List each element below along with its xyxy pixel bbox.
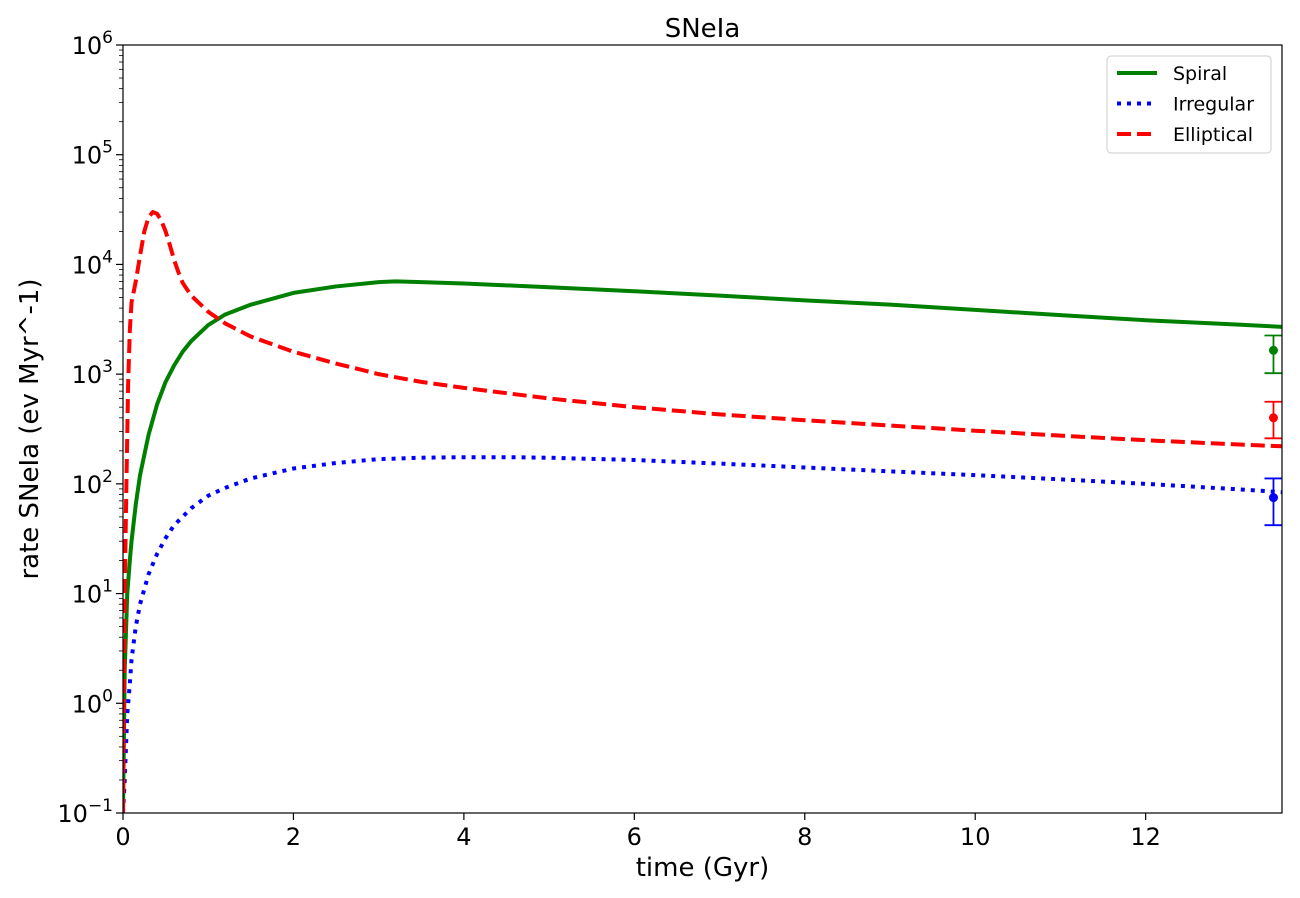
minor-ticks: [119, 49, 123, 781]
x-axis-label: time (Gyr): [636, 853, 770, 883]
legend-label: Spiral: [1173, 63, 1227, 85]
legend-box: [1106, 55, 1272, 154]
y-tick-label: 101: [72, 577, 113, 609]
series-line-spiral: [123, 279, 1282, 813]
error-point-marker: [1268, 345, 1278, 355]
y-tick-label: 10−1: [57, 796, 113, 828]
error-point-marker: [1268, 493, 1278, 503]
y-tick-label: 106: [72, 28, 113, 60]
x-tick-label: 6: [627, 823, 642, 851]
series-line-irregular: [123, 455, 1282, 813]
y-tick-label: 100: [72, 686, 113, 718]
x-axis-ticks: 0 2 4 6 8 10 12: [115, 813, 1161, 851]
y-tick-label: 103: [72, 357, 113, 389]
legend-item-irregular: Irregular: [1117, 94, 1254, 116]
y-tick-label: 102: [72, 467, 113, 499]
legend-item-spiral: Spiral: [1117, 63, 1227, 85]
x-tick-label: 8: [797, 823, 812, 851]
error-point-spiral: [1264, 334, 1283, 375]
x-tick-label: 4: [456, 823, 471, 851]
x-tick-label: 2: [286, 823, 301, 851]
y-axis-label: rate SNeIa (ev Myr^-1): [15, 278, 45, 579]
legend-label: Irregular: [1173, 94, 1254, 116]
error-point-irregular: [1264, 477, 1283, 527]
legend: Spiral Irregular Elliptical: [1106, 55, 1272, 154]
y-axis-ticks: 10−1 100 101 102 103 104 105 106: [57, 28, 123, 828]
plot-frame: [122, 44, 1283, 814]
error-bars: [1264, 334, 1283, 527]
y-tick-label: 104: [72, 247, 113, 279]
x-tick-label: 0: [115, 823, 130, 851]
error-point-elliptical: [1264, 400, 1283, 440]
chart-title: SNeIa: [665, 14, 741, 44]
error-point-marker: [1268, 413, 1278, 423]
series-line-elliptical: [123, 210, 1282, 813]
legend-label: Elliptical: [1173, 124, 1253, 146]
x-tick-label: 10: [960, 823, 991, 851]
plot-series: [123, 210, 1282, 813]
legend-item-elliptical: Elliptical: [1117, 124, 1253, 146]
x-tick-label: 12: [1130, 823, 1161, 851]
y-tick-label: 105: [72, 138, 113, 170]
